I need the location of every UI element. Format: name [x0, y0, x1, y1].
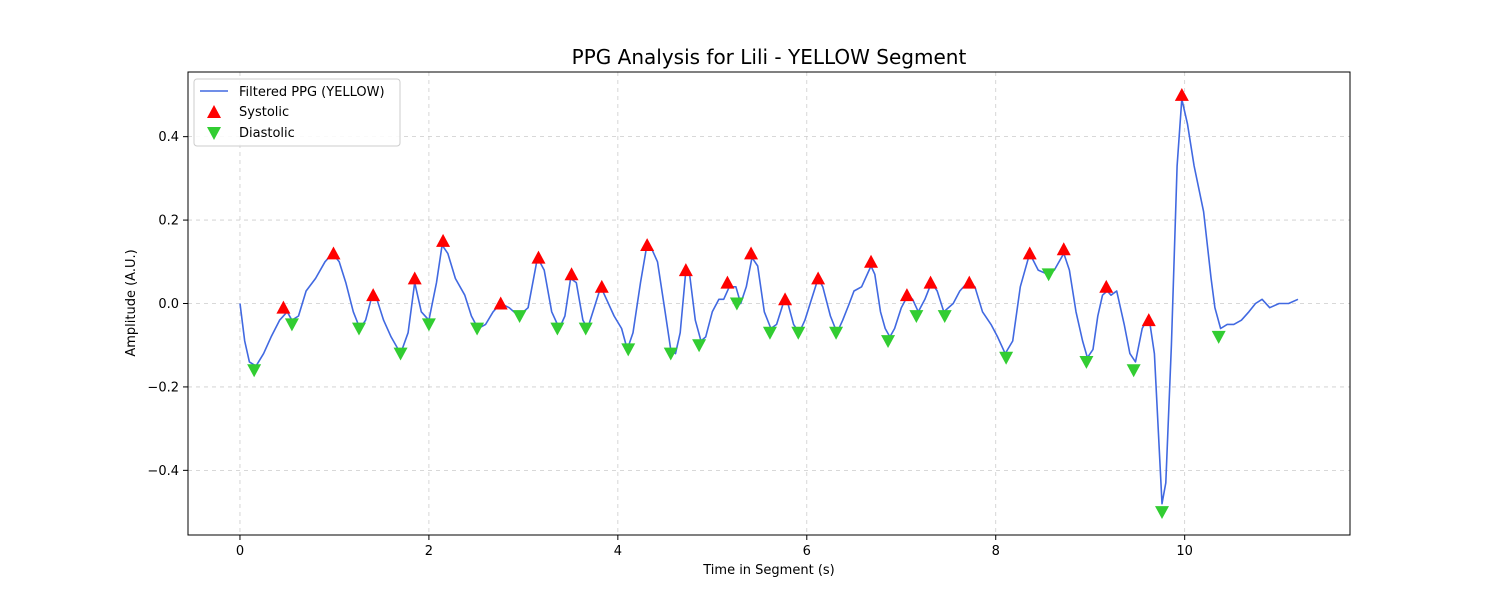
diastolic-marker: [881, 335, 896, 349]
y-axis-label: Amplitude (A.U.): [124, 249, 139, 356]
systolic-marker: [864, 254, 879, 268]
systolic-marker: [366, 288, 381, 302]
diastolic-marker: [284, 318, 299, 332]
legend: Filtered PPG (YELLOW) Systolic Diastolic: [193, 78, 401, 147]
legend-box: [193, 78, 401, 147]
systolic-marker: [407, 271, 422, 285]
plot-area: [239, 87, 1299, 520]
axis-ticks: 0 2 4 6 8 10 −0.4 −0.2 0.0 0.2 0.4: [147, 130, 1193, 559]
systolic-marker: [678, 263, 693, 277]
diastolic-marker: [1041, 268, 1056, 282]
systolic-marker: [1099, 279, 1114, 293]
diastolic-marker: [829, 326, 844, 340]
systolic-marker: [899, 288, 914, 302]
systolic-marker: [923, 275, 938, 289]
legend-label-diastolic: Diastolic: [239, 126, 295, 141]
systolic-marker: [436, 233, 451, 247]
diastolic-marker: [578, 322, 593, 336]
systolic-marker: [1174, 87, 1189, 101]
diastolic-marker: [393, 347, 408, 361]
systolic-marker: [640, 238, 655, 252]
diastolic-marker: [1079, 355, 1094, 369]
x-tick-label: 10: [1176, 544, 1193, 559]
systolic-marker: [326, 246, 341, 260]
diastolic-marker: [470, 322, 485, 336]
systolic-marker: [564, 267, 579, 281]
systolic-marker: [1022, 246, 1037, 260]
x-tick-label: 4: [614, 544, 622, 559]
diastolic-marker: [1155, 506, 1170, 520]
diastolic-marker: [247, 364, 262, 378]
systolic-marker: [531, 250, 546, 264]
systolic-marker: [811, 271, 826, 285]
systolic-marker: [276, 300, 291, 314]
diastolic-marker: [1126, 364, 1141, 378]
legend-label-filtered: Filtered PPG (YELLOW): [239, 85, 385, 100]
chart-title: PPG Analysis for Lili - YELLOW Segment: [572, 45, 967, 69]
systolic-marker: [962, 275, 977, 289]
diastolic-marker: [1211, 330, 1226, 344]
diastolic-marker: [762, 326, 777, 340]
x-axis-label: Time in Segment (s): [702, 563, 834, 578]
x-tick-label: 8: [992, 544, 1000, 559]
y-tick-label: 0.2: [158, 214, 179, 229]
y-tick-label: 0.0: [158, 297, 179, 312]
systolic-marker: [720, 275, 735, 289]
diastolic-marker: [729, 297, 744, 311]
systolic-marker: [778, 292, 793, 306]
diastolic-marker: [421, 318, 436, 332]
diastolic-marker: [791, 326, 806, 340]
diastolic-marker: [937, 310, 952, 324]
diastolic-marker: [621, 343, 636, 357]
legend-diastolic-swatch: [207, 127, 221, 140]
diastolic-marker: [512, 310, 527, 324]
legend-label-systolic: Systolic: [239, 105, 289, 120]
systolic-marker: [1141, 313, 1156, 327]
x-tick-label: 2: [425, 544, 433, 559]
systolic-marker: [594, 279, 609, 293]
systolic-marker: [1056, 242, 1071, 256]
x-tick-label: 6: [803, 544, 811, 559]
x-tick-label: 0: [236, 544, 244, 559]
diastolic-marker: [550, 322, 565, 336]
diastolic-marker: [692, 339, 707, 353]
y-tick-label: −0.2: [147, 380, 179, 395]
diastolic-marker: [909, 310, 924, 324]
diastolic-marker: [351, 322, 366, 336]
diastolic-marker: [999, 351, 1014, 365]
systolic-marker: [493, 296, 508, 310]
diastolic-marker: [663, 347, 678, 361]
y-tick-label: 0.4: [158, 130, 179, 145]
y-tick-label: −0.4: [147, 464, 179, 479]
systolic-marker: [744, 246, 759, 260]
legend-systolic-swatch: [207, 105, 221, 118]
